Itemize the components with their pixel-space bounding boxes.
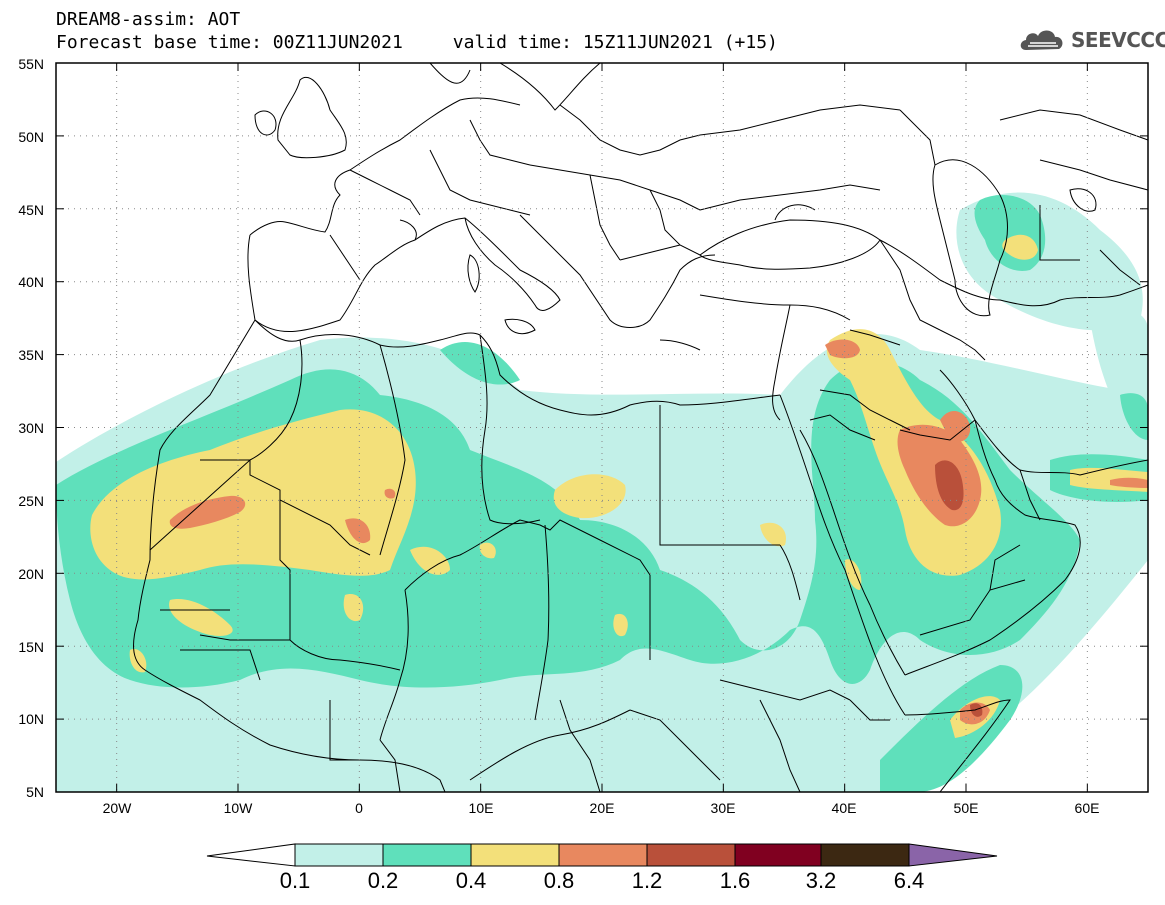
lat-label-40n: 40N [18, 274, 44, 290]
colorbar-bin-0.4-0.8 [470, 843, 560, 867]
lon-label-40e: 40E [831, 800, 857, 816]
valid-time: valid time: 15Z11JUN2021 (+15) [452, 32, 778, 53]
lat-label-45n: 45N [18, 202, 44, 218]
cloud-icon [1020, 30, 1063, 50]
aot-colorbar [206, 843, 998, 867]
colorbar-label-1.6: 1.6 [719, 868, 751, 893]
colorbar-high-arrow [908, 843, 998, 867]
lat-label-35n: 35N [18, 347, 44, 363]
colorbar-bin-0.2-0.4 [382, 843, 472, 867]
forecast-base-time: Forecast base time: 00Z11JUN2021 [56, 32, 403, 53]
lon-label-10e: 10E [468, 800, 494, 816]
time-info: Forecast base time: 00Z11JUN2021 valid ti… [56, 33, 778, 53]
coastlines-and-borders [133, 63, 1148, 792]
colorbar-bin-3.2-6.4 [820, 843, 910, 867]
lon-label-20e: 20E [589, 800, 615, 816]
colorbar-label-1.2: 1.2 [631, 868, 663, 893]
lat-label-25n: 25N [18, 493, 44, 509]
lat-label-50n: 50N [18, 129, 44, 145]
lat-label-15n: 15N [18, 639, 44, 655]
colorbar-label-3.2: 3.2 [805, 868, 837, 893]
lat-label-5n: 5N [26, 784, 44, 800]
lat-label-55n: 55N [18, 56, 44, 72]
map-title: DREAM8-assim: AOT [56, 9, 241, 30]
colorbar-bin-0.1-0.2 [294, 843, 384, 867]
colorbar-label-0.2: 0.2 [367, 868, 399, 893]
aot-field [56, 192, 1148, 792]
colorbar-bin-0.8-1.2 [558, 843, 648, 867]
lon-label-30e: 30E [710, 800, 736, 816]
colorbar-low-arrow [206, 843, 296, 867]
lat-label-20n: 20N [18, 566, 44, 582]
colorbar-label-0.8: 0.8 [543, 868, 575, 893]
lon-label-10w: 10W [223, 800, 253, 816]
lat-label-30n: 30N [18, 420, 44, 436]
lon-label-50e: 50E [953, 800, 979, 816]
graticule [56, 63, 1148, 792]
seevccc-logo: SEEVCCC [1018, 24, 1165, 56]
axis-ticks [56, 62, 1148, 793]
lat-label-10n: 10N [18, 711, 44, 727]
lon-label-20w: 20W [102, 800, 132, 816]
logo-text: SEEVCCC [1071, 28, 1165, 52]
colorbar-label-0.1: 0.1 [279, 868, 311, 893]
lon-label-60e: 60E [1074, 800, 1100, 816]
colorbar-bin-1.2-1.6 [646, 843, 736, 867]
colorbar-label-6.4: 6.4 [893, 868, 925, 893]
colorbar-label-0.4: 0.4 [455, 868, 487, 893]
lon-label-0: 0 [355, 800, 363, 816]
colorbar-bin-1.6-3.2 [734, 843, 822, 867]
